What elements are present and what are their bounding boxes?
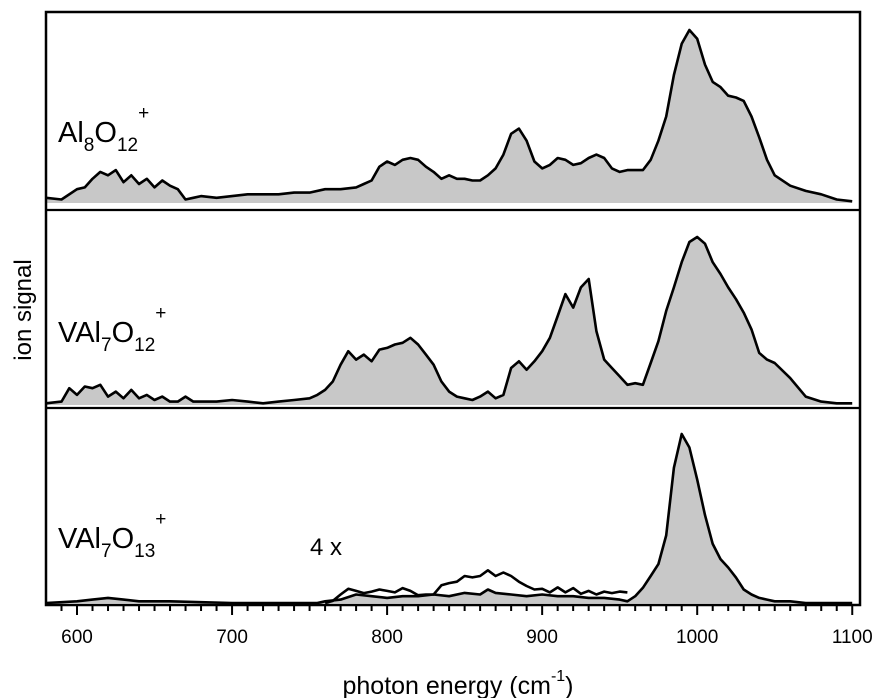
x-axis: 600 700 800 900 1000 1100 xyxy=(60,605,873,648)
series-label-sub: 8 xyxy=(84,135,95,156)
series-line xyxy=(45,28,853,203)
x-tick-label: 1000 xyxy=(676,627,718,648)
panel-2: VAl7O12+ xyxy=(45,235,853,405)
panels: Al8O12+VAl7O12+VAl7O13+4 x xyxy=(44,10,862,607)
series-label-base: VAl xyxy=(58,317,101,349)
series-label-sub: 13 xyxy=(134,541,155,562)
series-line xyxy=(45,235,853,405)
x-tick-label: 800 xyxy=(371,627,403,648)
x-tick-label: 700 xyxy=(216,627,248,648)
series-label-base: VAl xyxy=(58,523,101,555)
series-label-sup: + xyxy=(155,303,166,324)
series-label-sub: 12 xyxy=(117,135,138,156)
series-area xyxy=(46,30,853,203)
series-label-sub: 12 xyxy=(134,335,155,356)
series-label: VAl7O12+ xyxy=(58,303,166,356)
series-area xyxy=(46,434,853,603)
x-tick-label: 1100 xyxy=(832,627,873,648)
x-axis-label: photon energy (cm-1) xyxy=(342,668,573,698)
series-label-base: O xyxy=(94,117,117,149)
panel-1: Al8O12+ xyxy=(45,28,853,203)
x-axis-label-sup: -1 xyxy=(551,668,565,685)
y-axis-label: ion signal xyxy=(10,259,37,360)
plot-frame xyxy=(44,10,862,607)
series-label-sub: 7 xyxy=(101,335,112,356)
series-label-base: Al xyxy=(58,117,84,149)
magnified-trace-line xyxy=(324,569,628,605)
series-label-base: O xyxy=(112,317,135,349)
series-area xyxy=(46,237,853,405)
x-tick-label: 600 xyxy=(61,627,93,648)
panel-3: VAl7O13+4 x xyxy=(45,432,853,605)
x-axis-label-close: ) xyxy=(565,672,573,698)
x-axis-label-main: photon energy (cm xyxy=(342,672,550,698)
x-tick-label: 900 xyxy=(526,627,558,648)
series-label: Al8O12+ xyxy=(58,103,149,156)
series-line xyxy=(45,432,853,605)
series-label-sub: 7 xyxy=(101,541,112,562)
series-label: VAl7O13+ xyxy=(58,509,166,562)
series-label-base: O xyxy=(112,523,135,555)
magnification-annotation: 4 x xyxy=(310,534,342,561)
series-label-sup: + xyxy=(155,509,166,530)
series-label-sup: + xyxy=(138,103,149,124)
